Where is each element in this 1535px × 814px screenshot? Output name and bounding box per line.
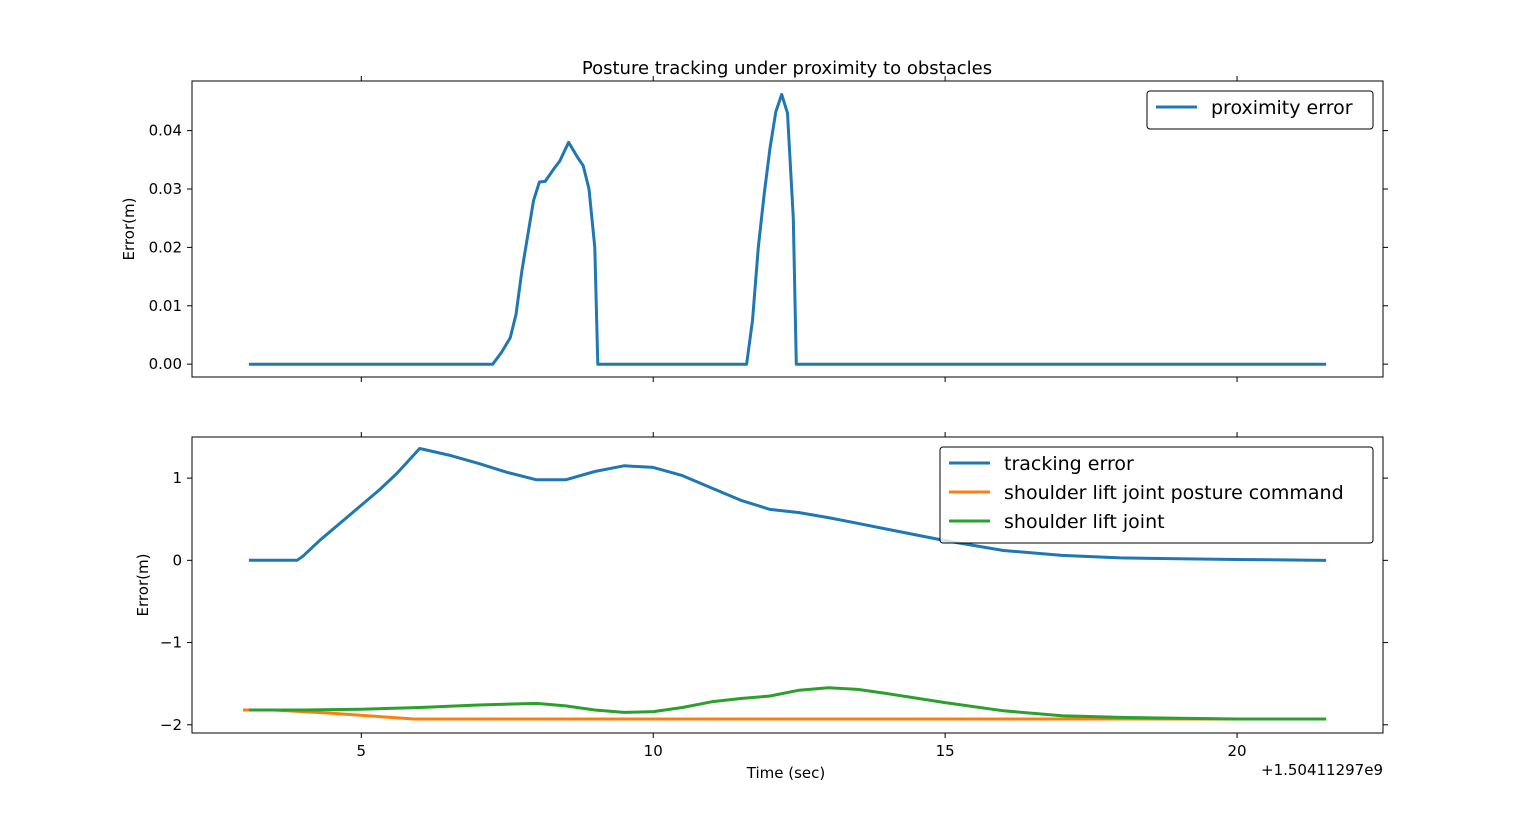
axes-frame bbox=[191, 436, 1384, 734]
y-axis-label: Error(m) bbox=[120, 198, 138, 261]
y-tick-label: 0.00 bbox=[149, 355, 182, 373]
legend-label: tracking error bbox=[1004, 453, 1134, 475]
tracking-error-axes: 5 10 15 20 −2 −1 0 1 Error(m) tracking error shoul… bbox=[134, 432, 1388, 760]
legend-label: proximity error bbox=[1211, 97, 1353, 119]
x-axis-label: Time (sec) bbox=[746, 764, 825, 782]
series-line-proximity-error bbox=[248, 92, 1327, 366]
y-tick-label: 0 bbox=[172, 551, 182, 569]
y-tick-label: −2 bbox=[160, 716, 182, 734]
y-tick-label: 1 bbox=[172, 469, 182, 487]
chart-title: Posture tracking under proximity to obst… bbox=[582, 58, 992, 79]
legend-box bbox=[939, 446, 1374, 544]
legend-label: shoulder lift joint posture command bbox=[1004, 482, 1344, 504]
y-tick-label: 0.03 bbox=[149, 180, 182, 198]
axes-frame bbox=[191, 80, 1384, 378]
y-tick-label: 0.04 bbox=[149, 122, 182, 140]
x-tick-label: 5 bbox=[357, 742, 367, 760]
y-tick-label: −1 bbox=[160, 634, 182, 652]
series-line-shoulder-lift-joint bbox=[248, 686, 1327, 721]
legend-box bbox=[1146, 90, 1374, 130]
series-line-tracking-error bbox=[248, 447, 1327, 562]
x-tick-label: 15 bbox=[936, 742, 955, 760]
legend-label: shoulder lift joint bbox=[1004, 511, 1165, 533]
x-axis-offset-label: +1.50411297e9 bbox=[1261, 761, 1383, 779]
x-tick-label: 10 bbox=[644, 742, 663, 760]
y-tick-label: 0.02 bbox=[149, 238, 182, 256]
proximity-error-axes: 0.00 0.01 0.02 0.03 0.04 Error(m) proximity er… bbox=[120, 76, 1388, 382]
y-tick-label: 0.01 bbox=[149, 297, 182, 315]
y-axis-label: Error(m) bbox=[134, 554, 152, 617]
x-tick-label: 20 bbox=[1227, 742, 1246, 760]
